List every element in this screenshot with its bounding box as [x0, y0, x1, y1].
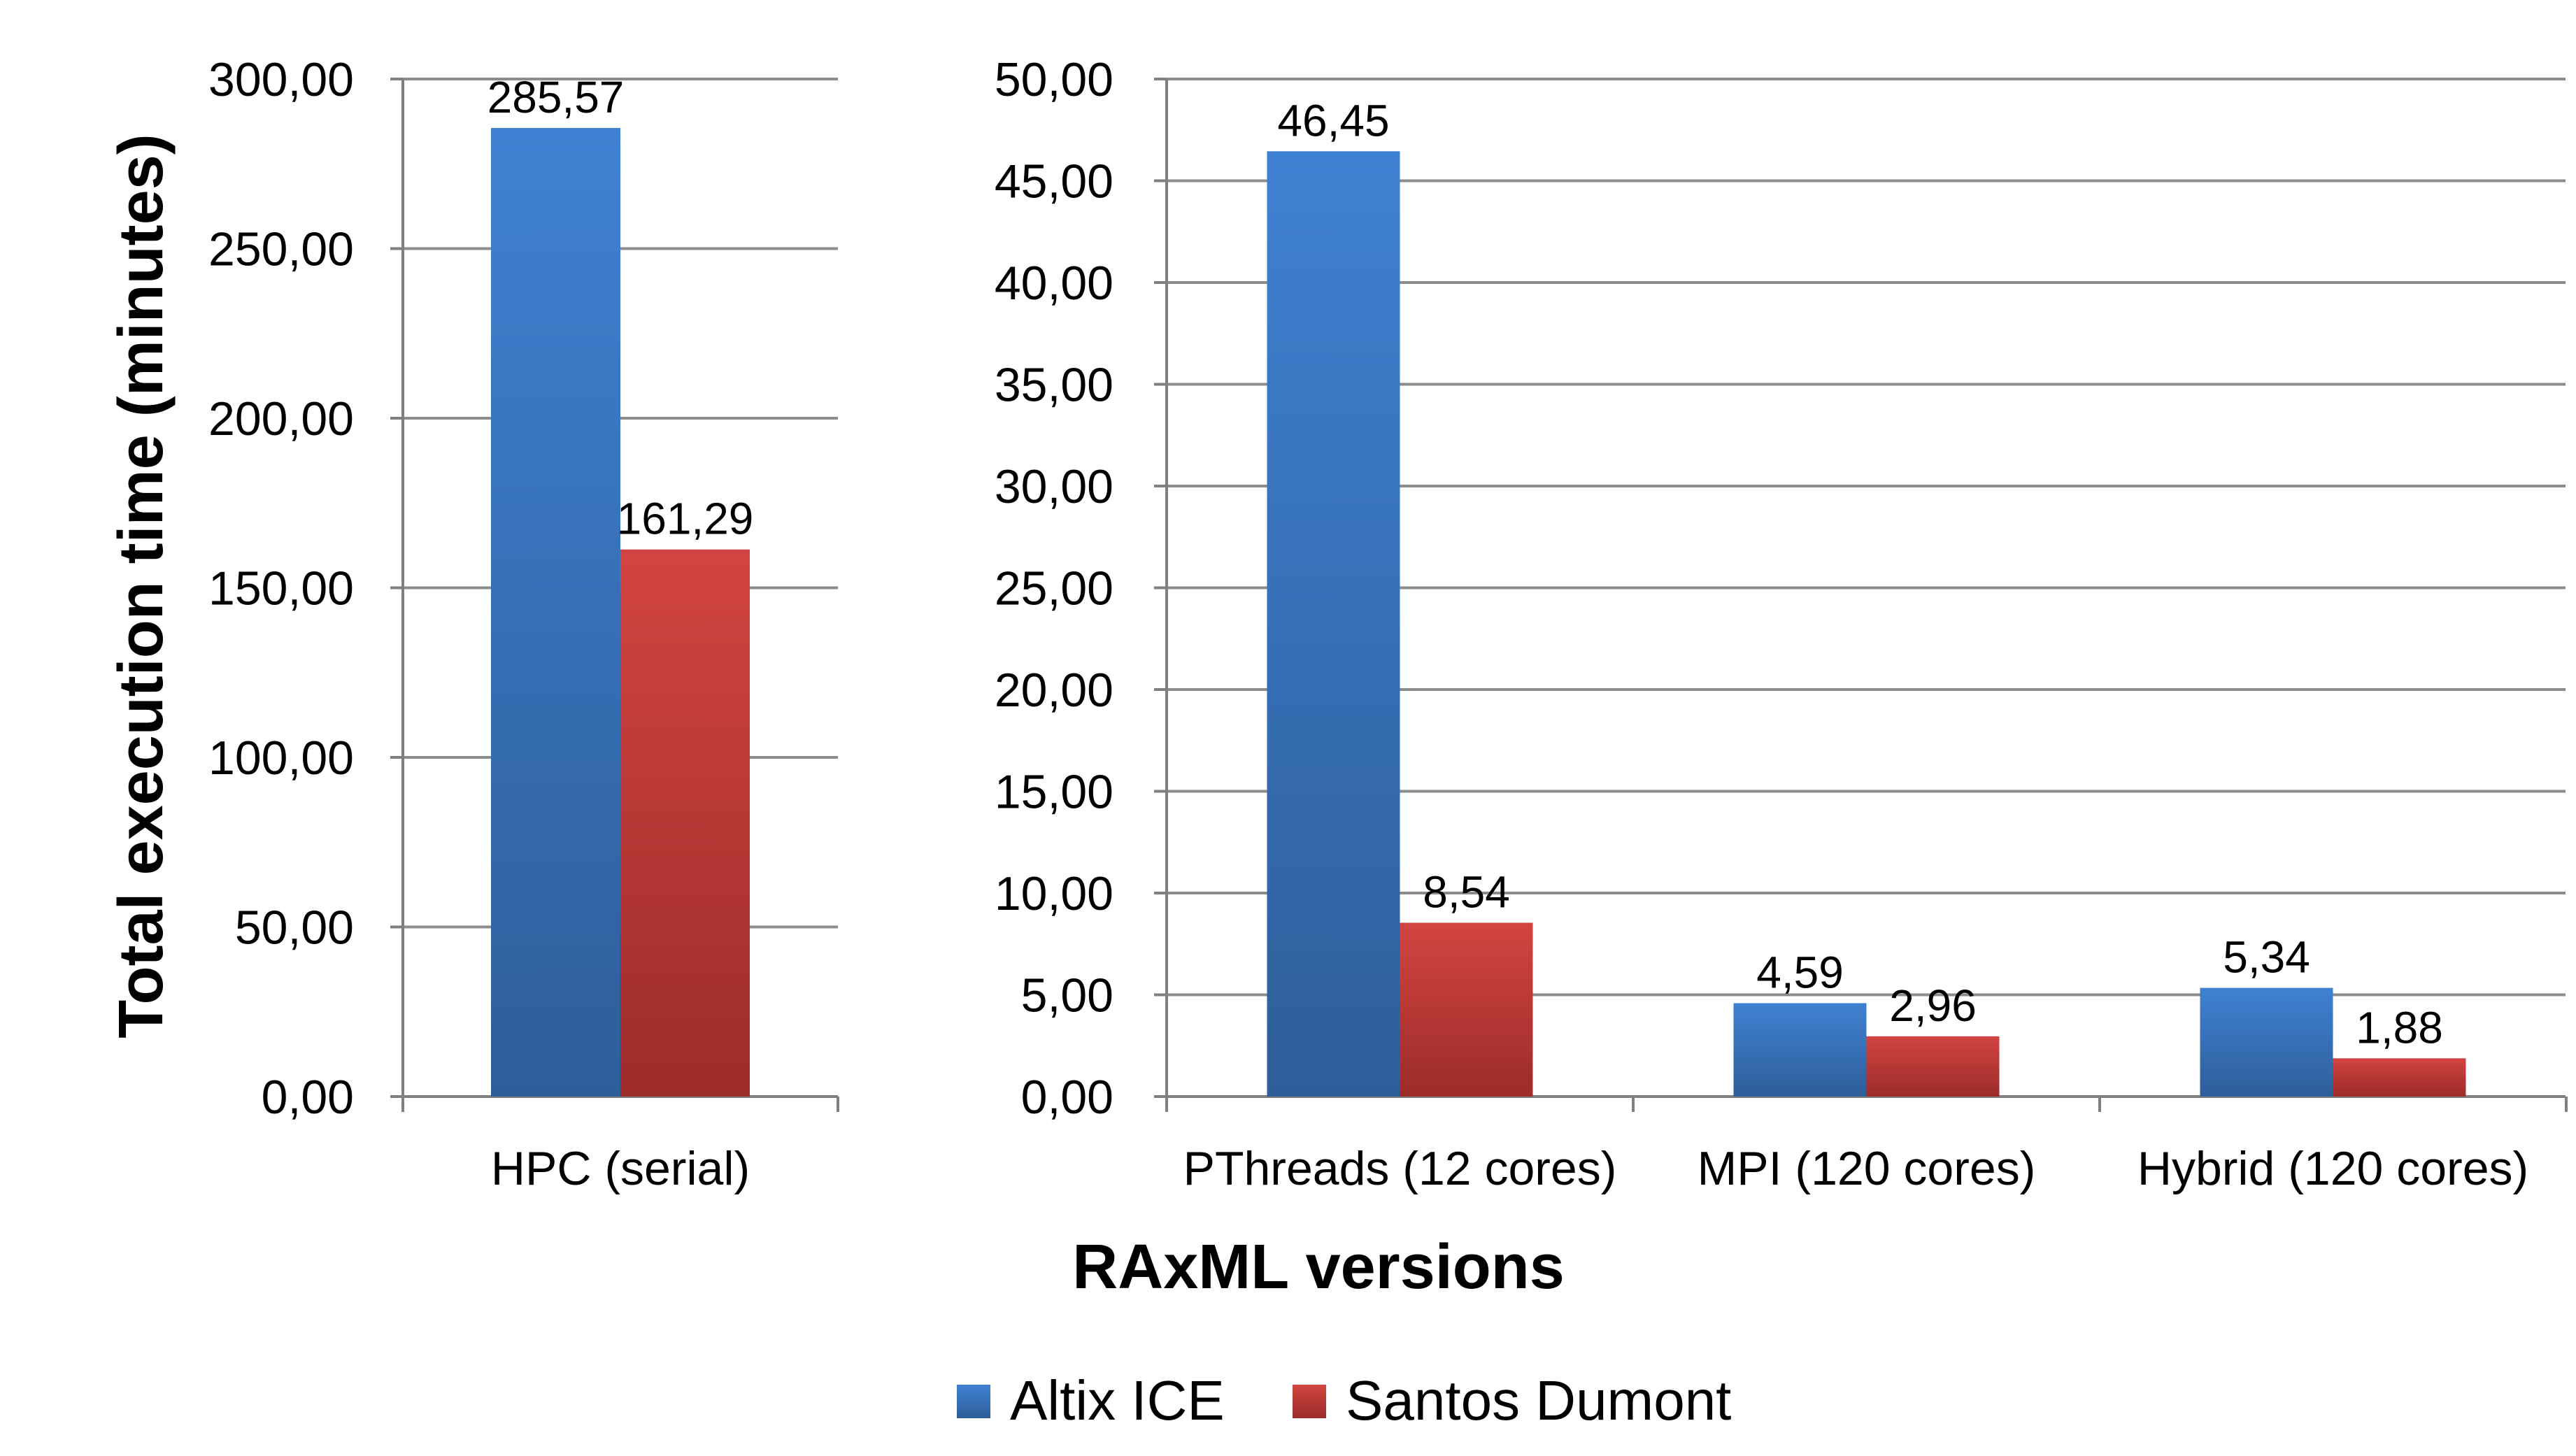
serial-panel: 0,00 50,00 100,00 150,00 200,00 250,00 300,00 H…: [208, 53, 839, 1195]
y-tick-label: 20,00: [995, 664, 1113, 717]
bar-altix-ice: [1733, 1003, 1867, 1097]
y-tick-label: 150,00: [208, 562, 354, 615]
data-label: 161,29: [617, 494, 754, 544]
y-tick-label: 50,00: [995, 53, 1113, 106]
y-tick-label: 30,00: [995, 460, 1113, 513]
y-tick-label: 5,00: [1021, 969, 1113, 1022]
category-label: Hybrid (120 cores): [2137, 1142, 2528, 1195]
y-tick-label: 0,00: [1021, 1071, 1113, 1124]
data-label: 46,45: [1277, 95, 1389, 145]
y-tick-label: 200,00: [208, 392, 354, 445]
bar-altix-ice: [1267, 151, 1400, 1097]
bar-santos-dumont: [1866, 1036, 2000, 1097]
y-tick-label: 45,00: [995, 155, 1113, 208]
y-axis-title: Total execution time (minutes): [106, 134, 176, 1039]
y-tick-label: 250,00: [208, 223, 354, 276]
bar-santos-dumont: [620, 549, 750, 1097]
y-tick-label: 100,00: [208, 731, 354, 785]
legend-label: Altix ICE: [1010, 1369, 1225, 1432]
chart-legend: Altix ICE Santos Dumont: [957, 1369, 1731, 1432]
data-label: 5,34: [2223, 932, 2310, 983]
y-tick-label: 50,00: [235, 901, 354, 955]
y-tick-label: 300,00: [208, 53, 354, 106]
bar-santos-dumont: [2333, 1058, 2466, 1097]
bar-altix-ice: [491, 127, 620, 1097]
bar-santos-dumont: [1400, 922, 1533, 1097]
y-tick-label: 25,00: [995, 562, 1113, 615]
category-label: MPI (120 cores): [1698, 1142, 2036, 1195]
data-label: 4,59: [1756, 947, 1844, 997]
legend-swatch: [1293, 1385, 1326, 1418]
category-label: PThreads (12 cores): [1183, 1142, 1617, 1195]
category-label: HPC (serial): [491, 1142, 750, 1195]
y-tick-label: 40,00: [995, 257, 1113, 310]
legend-label: Santos Dumont: [1346, 1369, 1731, 1432]
y-tick-label: 35,00: [995, 359, 1113, 412]
y-tick-label: 10,00: [995, 867, 1113, 920]
data-label: 8,54: [1423, 866, 1510, 917]
y-tick-label: 0,00: [262, 1071, 354, 1124]
data-label: 285,57: [488, 72, 625, 122]
parallel-panel: 0,00 5,00 10,00 15,00 20,00 25,00 30,00 35,00 40…: [995, 53, 2568, 1195]
data-label: 1,88: [2356, 1002, 2443, 1052]
data-label: 2,96: [1889, 980, 1977, 1031]
bar-altix-ice: [2200, 987, 2333, 1097]
legend-swatch: [957, 1385, 990, 1418]
y-tick-label: 15,00: [995, 766, 1113, 819]
x-axis-title: RAxML versions: [1072, 1232, 1565, 1302]
